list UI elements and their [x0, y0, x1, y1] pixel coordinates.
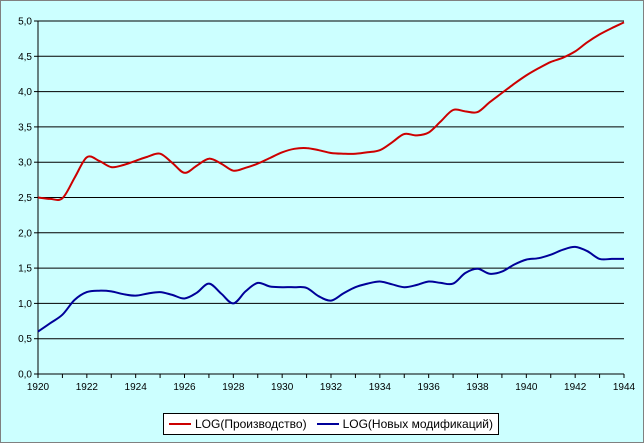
y-tick-label: 0,0: [18, 370, 32, 381]
x-tick-label: 1936: [418, 382, 441, 393]
y-tick-label: 2,5: [18, 193, 32, 204]
y-tick-label: 3,5: [18, 122, 32, 133]
x-tick-label: 1926: [173, 382, 196, 393]
x-tick-label: 1938: [466, 382, 489, 393]
x-tick-label: 1922: [76, 382, 99, 393]
y-tick-label: 0,5: [18, 334, 32, 345]
legend-entry-modifications: LOG(Новых модификаций): [316, 417, 493, 431]
x-tick-label: 1920: [27, 382, 50, 393]
legend-swatch-modifications: [316, 423, 339, 425]
x-tick-label: 1940: [515, 382, 538, 393]
x-tick-labels: 1920 1922 1924 1926 1928 1930 1932 1934 1936 1938…: [27, 382, 636, 393]
y-tick-label: 3,0: [18, 158, 32, 169]
x-tick-label: 1930: [271, 382, 294, 393]
y-tick-label: 1,0: [18, 299, 32, 310]
x-tick-label: 1928: [222, 382, 245, 393]
legend-entry-production: LOG(Производство): [169, 417, 307, 431]
legend: LOG(Производство) LOG(Новых модификаций): [163, 413, 499, 435]
y-tick-label: 5,0: [18, 17, 32, 28]
y-tick-label: 4,5: [18, 52, 32, 63]
y-tick-label: 2,0: [18, 228, 32, 239]
series-lines: [37, 21, 625, 333]
legend-label-modifications: LOG(Новых модификаций): [342, 417, 493, 431]
x-tick-label: 1932: [320, 382, 343, 393]
x-tick-label: 1934: [369, 382, 392, 393]
y-tick-labels: 0,0 0,5 1,0 1,5 2,0 2,5 3,0 3,5 4,0 4,5 5,0: [18, 17, 32, 381]
y-tick-label: 1,5: [18, 264, 32, 275]
legend-swatch-production: [169, 423, 191, 425]
series-line-production: [37, 21, 625, 201]
x-tick-label: 1944: [613, 382, 636, 393]
gridlines: [38, 20, 624, 340]
series-line-modifications: [37, 245, 624, 333]
y-tick-label: 4,0: [18, 87, 32, 98]
x-tick-label: 1942: [564, 382, 587, 393]
x-tick-label: 1924: [125, 382, 148, 393]
legend-label-production: LOG(Производство): [195, 417, 307, 431]
